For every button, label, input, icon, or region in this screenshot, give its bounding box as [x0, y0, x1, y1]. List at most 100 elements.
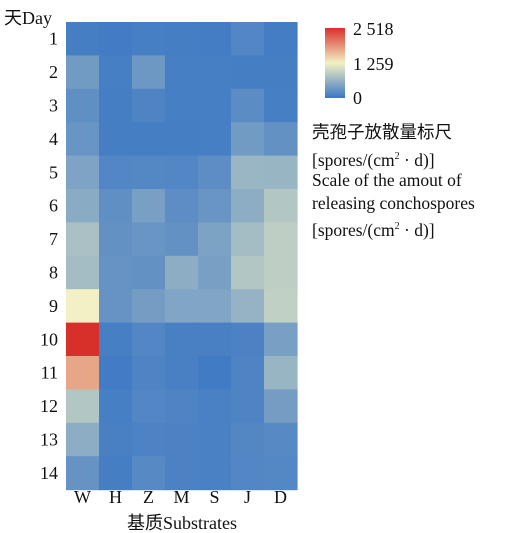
x-tick-label: W	[74, 487, 91, 507]
heatmap-cell-day1-W	[66, 22, 100, 56]
heatmap-cell-day11-D	[264, 356, 298, 390]
y-tick-label: 9	[49, 296, 58, 316]
heatmap-cell-day5-M	[165, 155, 199, 190]
heatmap-cell-day5-W	[66, 155, 100, 190]
heatmap-cell-day11-J	[231, 356, 265, 390]
heatmap-cell-day6-W	[66, 189, 100, 223]
heatmap-cell-day2-M	[165, 55, 199, 90]
y-tick-label: 7	[49, 229, 58, 249]
y-tick-label: 10	[40, 329, 58, 349]
heatmap-cell-day10-D	[264, 322, 298, 357]
heatmap-cell-day1-D	[264, 22, 298, 56]
heatmap-cell-day3-M	[165, 88, 199, 123]
heatmap-cell-day3-S	[198, 88, 232, 123]
heatmap-cell-day9-W	[66, 289, 100, 324]
heatmap-cell-day13-D	[264, 422, 298, 457]
heatmap-cell-day2-Z	[132, 55, 166, 90]
heatmap-cell-day12-W	[66, 389, 100, 424]
heatmap-cell-day9-H	[99, 289, 133, 324]
y-tick-label: 12	[40, 396, 58, 416]
x-tick-label: J	[244, 487, 251, 507]
heatmap-cell-day6-D	[264, 189, 298, 223]
heatmap-cell-day7-M	[165, 222, 199, 257]
x-axis-label: 基质Substrates	[127, 513, 237, 533]
heatmap-cell-day5-D	[264, 155, 298, 190]
heatmap-cell-day5-Z	[132, 155, 166, 190]
colorbar-unit-zh: [spores/(cm2 · d)]	[312, 150, 435, 170]
heatmap-cell-day10-W	[66, 322, 100, 357]
heatmap-cell-day1-M	[165, 22, 199, 56]
heatmap-cell-day9-S	[198, 289, 232, 324]
heatmap-cell-day10-H	[99, 322, 133, 357]
heatmap-cell-day12-S	[198, 389, 232, 424]
heatmap-cell-day7-S	[198, 222, 232, 257]
colorbar-label-en-line1: Scale of the amout of	[312, 170, 462, 190]
heatmap-cell-day7-H	[99, 222, 133, 257]
heatmap-cell-day14-S	[198, 456, 232, 491]
y-tick-label: 14	[40, 463, 58, 483]
y-tick-label: 1	[49, 29, 58, 49]
x-tick-label: S	[209, 487, 219, 507]
heatmap-cell-day12-M	[165, 389, 199, 424]
heatmap-cell-day13-S	[198, 422, 232, 457]
y-axis-label: 天Day	[4, 8, 52, 28]
heatmap-cell-day9-M	[165, 289, 199, 324]
y-tick-label: 5	[49, 162, 58, 182]
y-tick-label: 3	[49, 96, 58, 116]
heatmap-cell-day9-J	[231, 289, 265, 324]
y-tick-label: 11	[41, 363, 58, 383]
heatmap-cell-day8-S	[198, 255, 232, 290]
colorbar	[325, 28, 345, 98]
heatmap-cell-day2-J	[231, 55, 265, 90]
heatmap-cell-day13-M	[165, 422, 199, 457]
heatmap-cell-day9-Z	[132, 289, 166, 324]
colorbar-label-en-line2: releasing conchospores	[312, 193, 475, 213]
heatmap-cell-day14-H	[99, 456, 133, 491]
heatmap-cell-day3-Z	[132, 88, 166, 123]
heatmap-cell-day1-Z	[132, 22, 166, 56]
heatmap-cell-day10-J	[231, 322, 265, 357]
heatmap-cell-day4-H	[99, 122, 133, 157]
heatmap-cell-day13-H	[99, 422, 133, 457]
heatmap-cell-day5-S	[198, 155, 232, 190]
heatmap-cell-day13-W	[66, 422, 100, 457]
colorbar-mid-label: 1 259	[353, 54, 394, 74]
heatmap-cell-day14-Z	[132, 456, 166, 491]
heatmap-cell-day8-D	[264, 255, 298, 290]
heatmap-cell-day10-S	[198, 322, 232, 357]
heatmap-cell-day12-Z	[132, 389, 166, 424]
heatmap-cell-day2-S	[198, 55, 232, 90]
y-tick-label: 4	[49, 129, 58, 149]
heatmap-cell-day6-Z	[132, 189, 166, 223]
x-tick-label: D	[274, 487, 287, 507]
heatmap-cell-day7-D	[264, 222, 298, 257]
heatmap-cell-day3-H	[99, 88, 133, 123]
heatmap-cell-day3-D	[264, 88, 298, 123]
heatmap-cell-day2-W	[66, 55, 100, 90]
y-tick-label: 13	[40, 430, 58, 450]
heatmap-cell-day3-W	[66, 88, 100, 123]
heatmap-cell-day8-J	[231, 255, 265, 290]
heatmap-cell-day10-Z	[132, 322, 166, 357]
heatmap-cell-day13-Z	[132, 422, 166, 457]
heatmap-cell-day8-W	[66, 255, 100, 290]
heatmap-cell-day5-J	[231, 155, 265, 190]
heatmap-cell-day8-M	[165, 255, 199, 290]
heatmap-cell-day11-M	[165, 356, 199, 390]
heatmap-cell-day1-J	[231, 22, 265, 56]
heatmap-cell-day12-H	[99, 389, 133, 424]
heatmap-cell-day4-S	[198, 122, 232, 157]
heatmap-cell-day1-S	[198, 22, 232, 56]
heatmap-cell-day12-D	[264, 389, 298, 424]
colorbar-min-label: 0	[353, 88, 362, 108]
heatmap-cell-day14-J	[231, 456, 265, 491]
heatmap-cell-day14-W	[66, 456, 100, 491]
heatmap-cell-day11-H	[99, 356, 133, 390]
y-tick-label: 2	[49, 62, 58, 82]
heatmap-cell-day14-D	[264, 456, 298, 491]
heatmap-cell-day4-J	[231, 122, 265, 157]
heatmap-cell-day11-Z	[132, 356, 166, 390]
